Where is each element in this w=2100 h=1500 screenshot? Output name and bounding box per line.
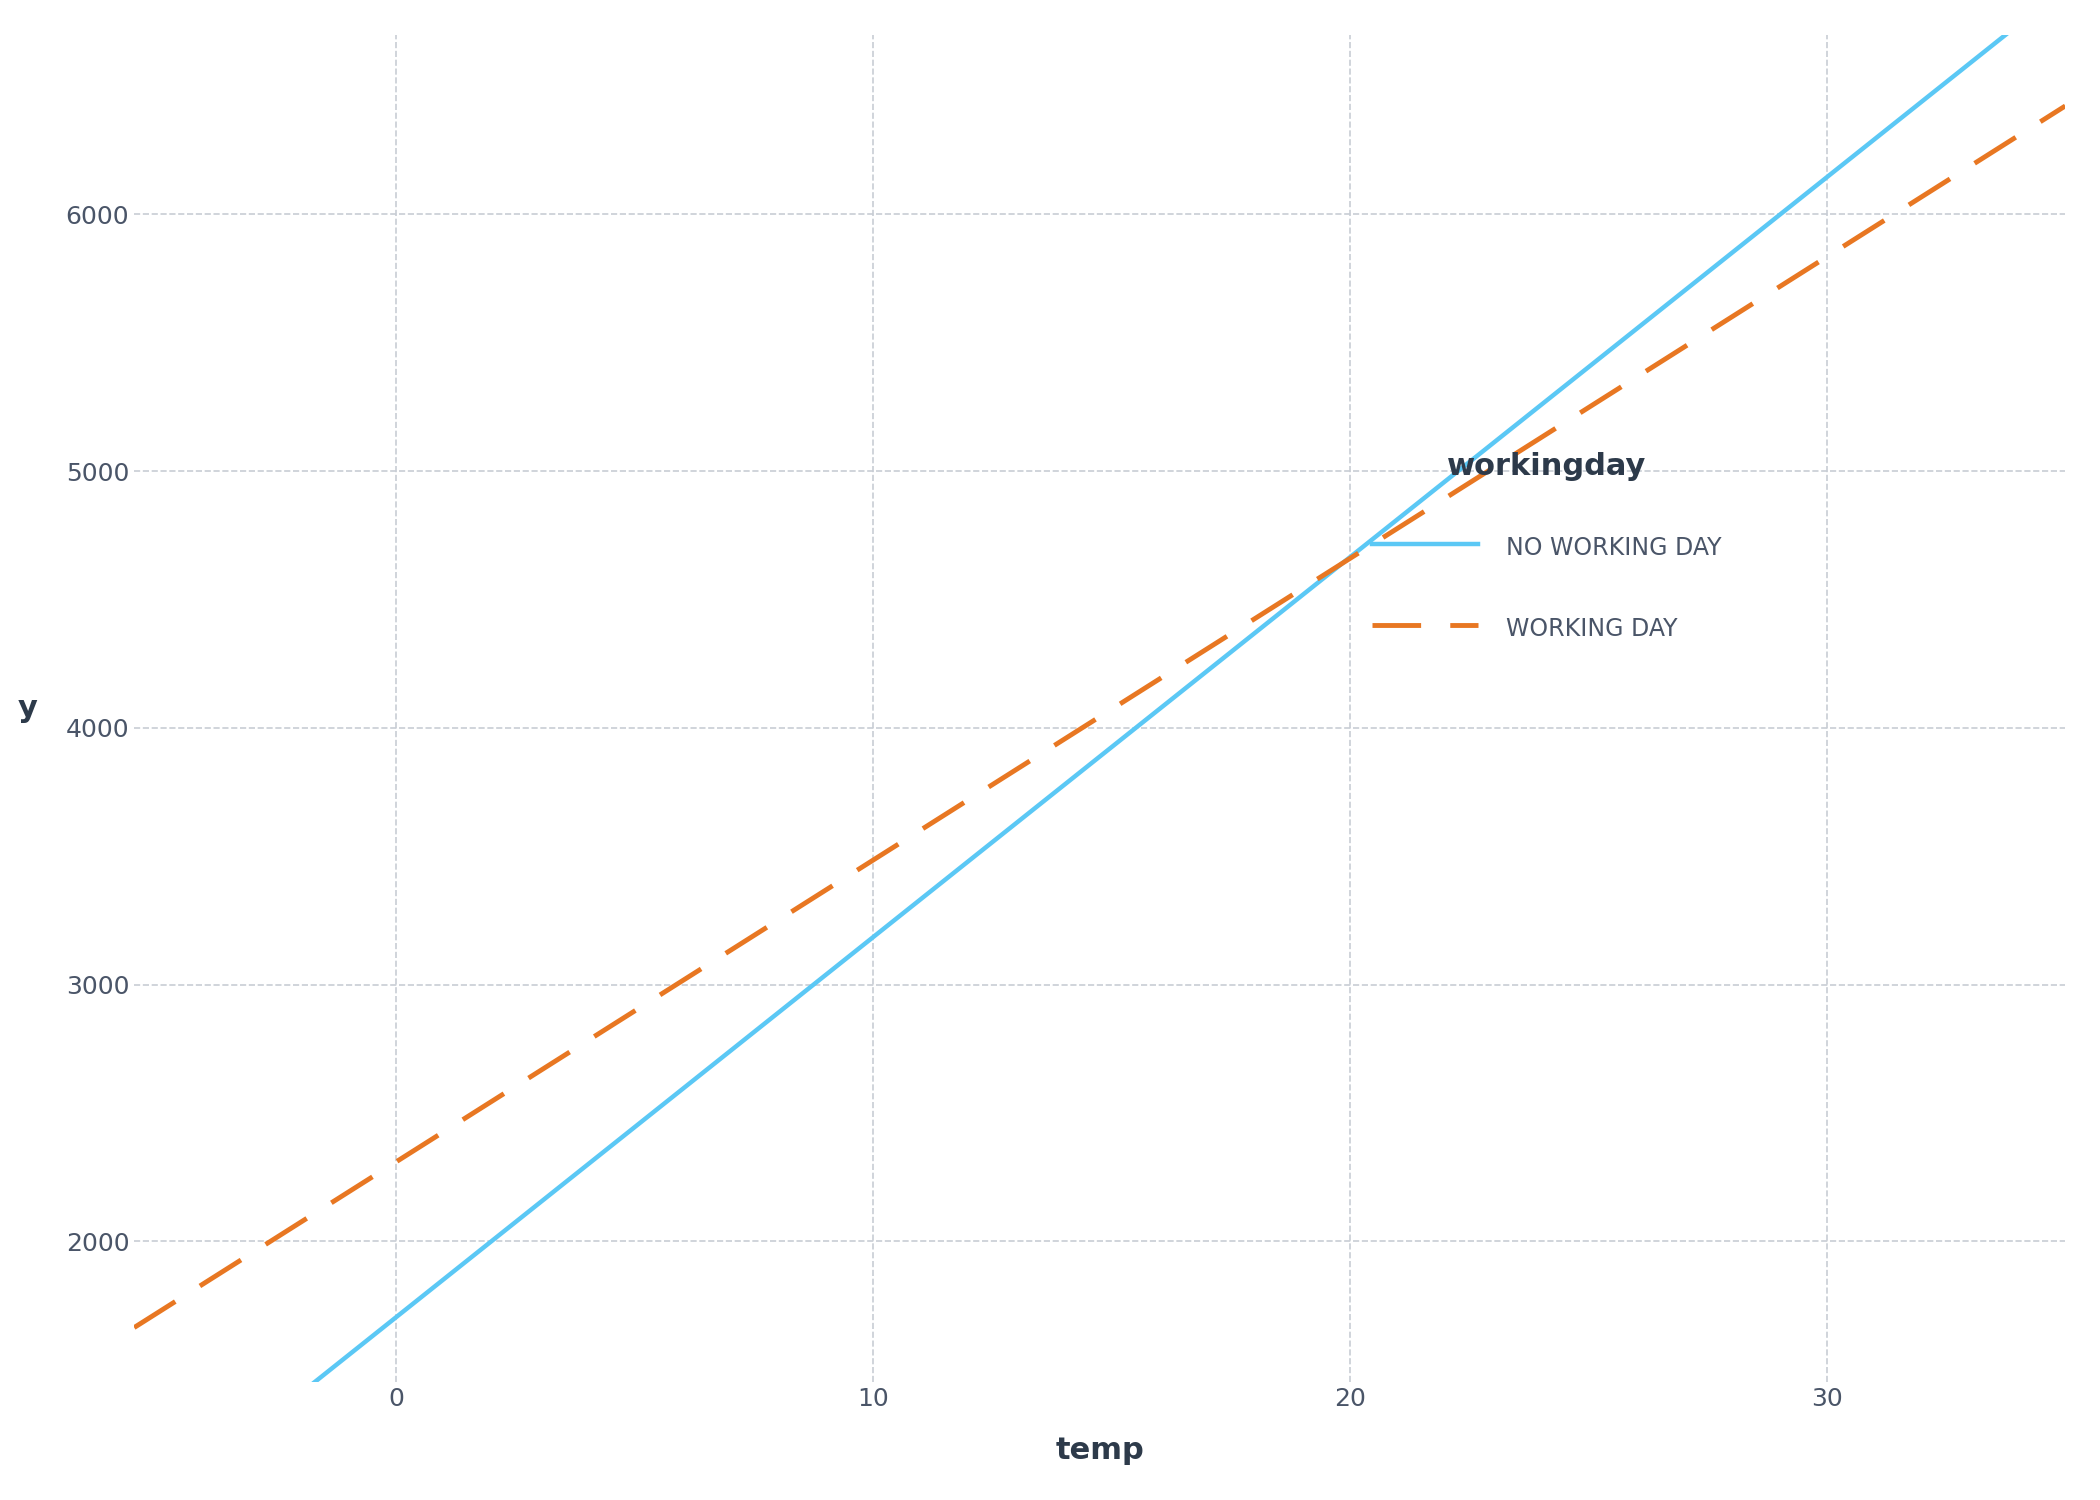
X-axis label: temp: temp (1056, 1437, 1144, 1466)
NO WORKING DAY (1040, 786, 1065, 804)
WORKING DAY (1166, 657, 1191, 675)
Line: NO WORKING DAY: NO WORKING DAY (134, 0, 2064, 1500)
Legend: NO WORKING DAY, WORKING DAY: NO WORKING DAY, WORKING DAY (1344, 424, 1749, 670)
WORKING DAY (1040, 738, 1065, 756)
WORKING DAY (1270, 591, 1296, 609)
WORKING DAY (1705, 318, 1730, 336)
WORKING DAY (122, 1318, 147, 1336)
NO WORKING DAY (1166, 684, 1191, 702)
WORKING DAY (2006, 126, 2031, 144)
NO WORKING DAY (1050, 777, 1075, 795)
NO WORKING DAY (1705, 255, 1730, 273)
Line: WORKING DAY: WORKING DAY (134, 106, 2064, 1328)
Y-axis label: y: y (19, 694, 38, 723)
NO WORKING DAY (1270, 602, 1296, 619)
WORKING DAY (2052, 98, 2077, 116)
NO WORKING DAY (2006, 15, 2031, 33)
WORKING DAY (1050, 730, 1075, 748)
